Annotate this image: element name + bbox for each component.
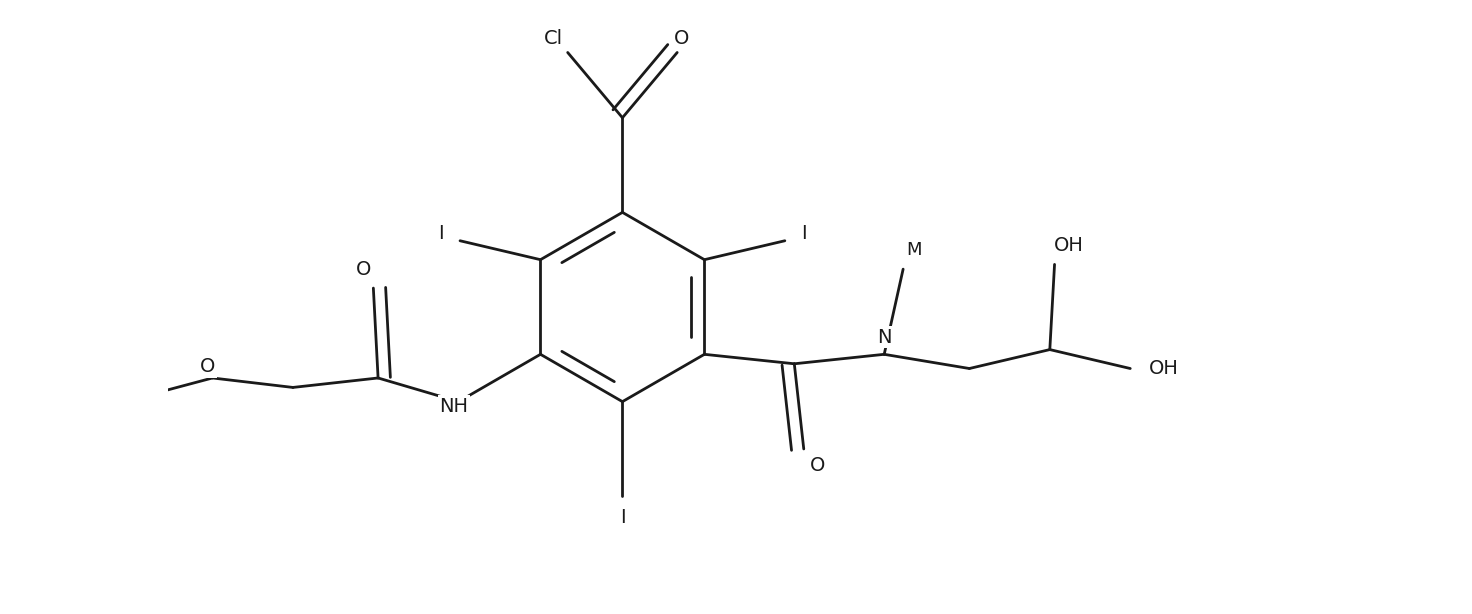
Text: I: I — [439, 223, 445, 243]
Text: I: I — [620, 508, 626, 527]
Text: OH: OH — [1148, 359, 1178, 378]
Text: O: O — [200, 357, 215, 376]
Text: M: M — [907, 241, 923, 259]
Text: NH: NH — [439, 397, 468, 416]
Text: O: O — [356, 260, 371, 279]
Text: O: O — [810, 456, 826, 475]
Text: O: O — [674, 29, 689, 48]
Text: OH: OH — [1054, 236, 1083, 255]
Text: I: I — [801, 223, 807, 243]
Text: N: N — [877, 328, 892, 347]
Text: Cl: Cl — [545, 29, 564, 48]
